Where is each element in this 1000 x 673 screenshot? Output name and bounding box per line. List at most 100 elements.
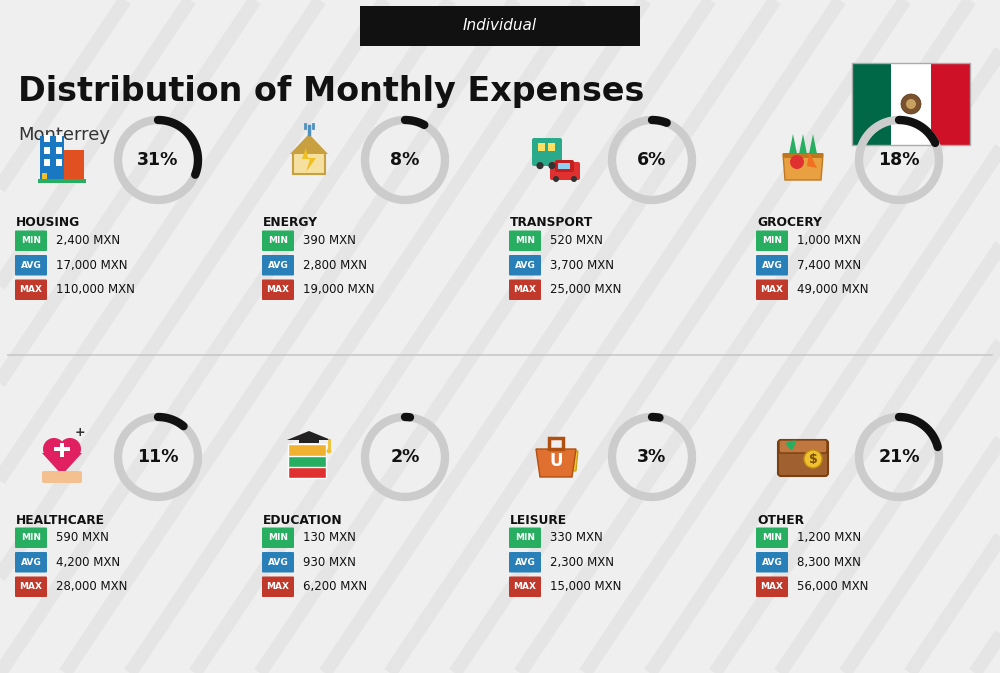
FancyBboxPatch shape	[262, 230, 294, 251]
Circle shape	[327, 449, 331, 454]
Text: MIN: MIN	[515, 533, 535, 542]
FancyBboxPatch shape	[42, 471, 82, 483]
FancyBboxPatch shape	[778, 440, 828, 476]
FancyBboxPatch shape	[262, 255, 294, 275]
Polygon shape	[293, 138, 325, 174]
FancyBboxPatch shape	[756, 230, 788, 251]
FancyBboxPatch shape	[262, 528, 294, 548]
Text: 4,200 MXN: 4,200 MXN	[56, 556, 120, 569]
FancyBboxPatch shape	[44, 147, 50, 154]
Text: 17,000 MXN: 17,000 MXN	[56, 258, 128, 272]
FancyBboxPatch shape	[555, 160, 574, 172]
Text: MIN: MIN	[21, 236, 41, 245]
FancyBboxPatch shape	[15, 230, 47, 251]
Text: 520 MXN: 520 MXN	[550, 234, 603, 247]
Text: Monterrey: Monterrey	[18, 126, 110, 144]
FancyBboxPatch shape	[509, 528, 541, 548]
FancyBboxPatch shape	[15, 279, 47, 300]
FancyBboxPatch shape	[60, 443, 64, 457]
Text: $: $	[809, 452, 817, 466]
FancyBboxPatch shape	[550, 162, 580, 180]
Circle shape	[548, 162, 556, 169]
FancyBboxPatch shape	[779, 440, 827, 453]
Text: Individual: Individual	[463, 18, 537, 34]
FancyBboxPatch shape	[288, 455, 326, 467]
Text: 15,000 MXN: 15,000 MXN	[550, 580, 621, 594]
Text: 3,700 MXN: 3,700 MXN	[550, 258, 614, 272]
FancyBboxPatch shape	[262, 552, 294, 573]
Text: +: +	[75, 427, 85, 439]
FancyBboxPatch shape	[852, 63, 891, 145]
Text: 21%: 21%	[878, 448, 920, 466]
Text: MIN: MIN	[268, 236, 288, 245]
Polygon shape	[809, 134, 817, 154]
FancyBboxPatch shape	[538, 143, 545, 151]
Text: MIN: MIN	[515, 236, 535, 245]
Circle shape	[553, 176, 559, 182]
Text: 2%: 2%	[390, 448, 420, 466]
FancyBboxPatch shape	[64, 150, 84, 180]
Text: Distribution of Monthly Expenses: Distribution of Monthly Expenses	[18, 75, 644, 108]
Text: 110,000 MXN: 110,000 MXN	[56, 283, 135, 296]
FancyBboxPatch shape	[756, 552, 788, 573]
Circle shape	[43, 438, 65, 460]
FancyBboxPatch shape	[532, 138, 562, 166]
Text: ENERGY: ENERGY	[263, 217, 318, 229]
FancyBboxPatch shape	[15, 552, 47, 573]
FancyBboxPatch shape	[56, 159, 62, 166]
FancyBboxPatch shape	[15, 255, 47, 275]
Text: MIN: MIN	[762, 236, 782, 245]
Text: GROCERY: GROCERY	[757, 217, 822, 229]
Text: MIN: MIN	[762, 533, 782, 542]
FancyBboxPatch shape	[15, 577, 47, 597]
FancyBboxPatch shape	[783, 153, 823, 158]
Text: AVG: AVG	[21, 558, 41, 567]
Text: MAX: MAX	[20, 285, 42, 294]
FancyBboxPatch shape	[288, 466, 326, 478]
FancyBboxPatch shape	[42, 178, 47, 179]
Text: 6%: 6%	[637, 151, 667, 169]
Text: 2,400 MXN: 2,400 MXN	[56, 234, 120, 247]
Text: LEISURE: LEISURE	[510, 513, 567, 526]
Polygon shape	[783, 154, 823, 180]
FancyBboxPatch shape	[299, 439, 319, 443]
FancyBboxPatch shape	[54, 447, 70, 452]
Text: 7,400 MXN: 7,400 MXN	[797, 258, 861, 272]
FancyBboxPatch shape	[756, 528, 788, 548]
Text: 3%: 3%	[637, 448, 667, 466]
FancyBboxPatch shape	[44, 135, 50, 142]
Circle shape	[571, 176, 577, 182]
Text: AVG: AVG	[515, 260, 535, 270]
Polygon shape	[42, 453, 82, 475]
Text: 49,000 MXN: 49,000 MXN	[797, 283, 868, 296]
Text: AVG: AVG	[515, 558, 535, 567]
Circle shape	[804, 450, 822, 468]
Circle shape	[790, 155, 804, 169]
FancyBboxPatch shape	[509, 255, 541, 275]
Text: 390 MXN: 390 MXN	[303, 234, 356, 247]
Text: MAX: MAX	[266, 582, 290, 592]
Text: 56,000 MXN: 56,000 MXN	[797, 580, 868, 594]
Text: HEALTHCARE: HEALTHCARE	[16, 513, 105, 526]
FancyBboxPatch shape	[56, 147, 62, 154]
Text: 19,000 MXN: 19,000 MXN	[303, 283, 374, 296]
FancyBboxPatch shape	[891, 63, 931, 145]
Text: 2,300 MXN: 2,300 MXN	[550, 556, 614, 569]
FancyBboxPatch shape	[42, 174, 47, 175]
Text: MAX: MAX	[266, 285, 290, 294]
Text: OTHER: OTHER	[757, 513, 804, 526]
Text: 28,000 MXN: 28,000 MXN	[56, 580, 127, 594]
Text: 25,000 MXN: 25,000 MXN	[550, 283, 621, 296]
Polygon shape	[290, 134, 328, 154]
Text: TRANSPORT: TRANSPORT	[510, 217, 593, 229]
Circle shape	[906, 99, 916, 109]
Text: MIN: MIN	[21, 533, 41, 542]
Text: 1,200 MXN: 1,200 MXN	[797, 531, 861, 544]
FancyBboxPatch shape	[509, 577, 541, 597]
FancyBboxPatch shape	[262, 577, 294, 597]
FancyBboxPatch shape	[509, 230, 541, 251]
Text: 8%: 8%	[390, 151, 420, 169]
Text: 330 MXN: 330 MXN	[550, 531, 603, 544]
Text: 2,800 MXN: 2,800 MXN	[303, 258, 367, 272]
Text: AVG: AVG	[762, 558, 782, 567]
